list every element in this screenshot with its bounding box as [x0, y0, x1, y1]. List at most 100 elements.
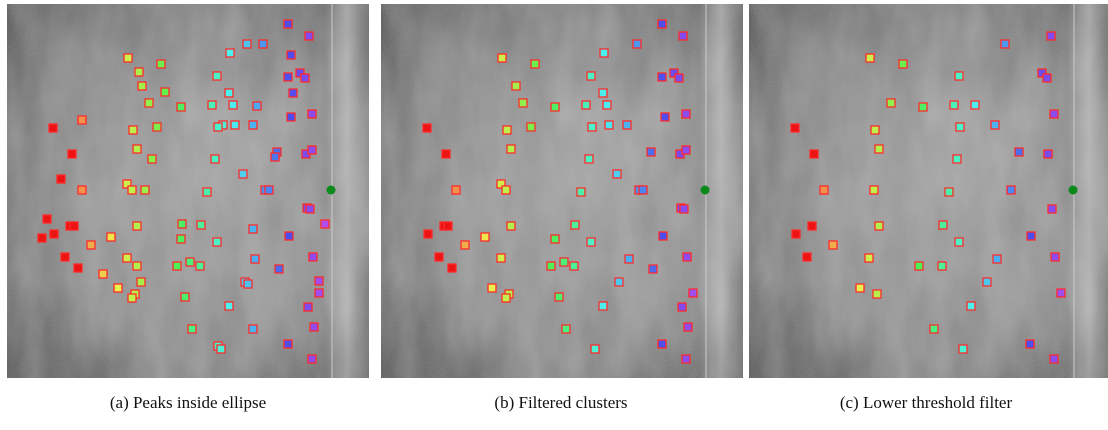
peak-marker: [585, 155, 593, 163]
peak-marker: [128, 186, 136, 194]
peak-marker: [284, 340, 292, 348]
peak-marker: [310, 323, 318, 331]
peak-marker: [157, 60, 165, 68]
peak-marker: [625, 255, 633, 263]
peak-marker: [308, 355, 316, 363]
peak-marker: [271, 153, 279, 161]
peak-marker: [678, 303, 686, 311]
peak-marker: [289, 89, 297, 97]
peak-marker: [591, 345, 599, 353]
peak-marker: [871, 126, 879, 134]
peak-marker: [1050, 355, 1058, 363]
peak-marker: [213, 238, 221, 246]
peak-marker: [305, 32, 313, 40]
peak-marker: [527, 123, 535, 131]
peak-marker: [507, 222, 515, 230]
peak-marker: [1048, 205, 1056, 213]
center-marker: [1069, 186, 1078, 195]
peak-marker: [959, 345, 967, 353]
peak-marker: [444, 222, 452, 230]
peak-marker: [512, 82, 520, 90]
peak-marker: [57, 175, 65, 183]
peak-marker: [1007, 186, 1015, 194]
peak-marker: [803, 253, 811, 261]
caption: (b) Filtered clusters: [494, 393, 627, 412]
peak-marker: [107, 233, 115, 241]
peak-marker: [791, 124, 799, 132]
peak-marker: [875, 145, 883, 153]
peak-marker: [249, 225, 257, 233]
peak-marker: [1050, 110, 1058, 118]
peak-marker: [488, 284, 496, 292]
peak-marker: [114, 284, 122, 292]
peak-marker: [588, 123, 596, 131]
peak-marker: [78, 186, 86, 194]
peak-marker: [560, 258, 568, 266]
peak-marker: [50, 230, 58, 238]
peak-marker: [265, 186, 273, 194]
peak-marker: [249, 121, 257, 129]
peak-marker: [873, 290, 881, 298]
peak-marker: [124, 54, 132, 62]
peak-marker: [639, 186, 647, 194]
peak-marker: [792, 230, 800, 238]
peak-marker: [129, 126, 137, 134]
peak-marker: [615, 278, 623, 286]
peak-marker: [68, 150, 76, 158]
peak-marker: [315, 277, 323, 285]
peak-marker: [991, 121, 999, 129]
peak-marker: [243, 40, 251, 48]
image-noise: [7, 4, 369, 378]
image-panel: [749, 4, 1108, 378]
peak-marker: [551, 103, 559, 111]
peak-marker: [321, 220, 329, 228]
peak-marker: [953, 155, 961, 163]
peak-marker: [231, 121, 239, 129]
peak-marker: [498, 54, 506, 62]
peak-marker: [259, 40, 267, 48]
peak-marker: [808, 222, 816, 230]
peak-marker: [251, 255, 259, 263]
peak-marker: [659, 232, 667, 240]
peak-marker: [661, 113, 669, 121]
peak-marker: [945, 188, 953, 196]
peak-marker: [253, 102, 261, 110]
peak-marker: [555, 293, 563, 301]
caption: (c) Lower threshold filter: [840, 393, 1013, 412]
peak-marker: [424, 230, 432, 238]
peak-marker: [856, 284, 864, 292]
peak-marker: [551, 235, 559, 243]
peak-marker: [605, 121, 613, 129]
peak-marker: [983, 278, 991, 286]
peak-marker: [208, 101, 216, 109]
peak-marker: [87, 241, 95, 249]
peak-marker: [683, 253, 691, 261]
peak-marker: [682, 110, 690, 118]
peak-marker: [78, 116, 86, 124]
peak-marker: [939, 221, 947, 229]
peak-marker: [613, 170, 621, 178]
peak-marker: [866, 54, 874, 62]
peak-marker: [1001, 40, 1009, 48]
peak-marker: [135, 68, 143, 76]
peak-marker: [203, 188, 211, 196]
peak-marker: [99, 270, 107, 278]
peak-marker: [679, 32, 687, 40]
peak-marker: [138, 82, 146, 90]
peak-marker: [287, 113, 295, 121]
image-panel: [7, 4, 369, 378]
peak-marker: [196, 262, 204, 270]
image-panel: [381, 4, 743, 378]
peak-marker: [582, 101, 590, 109]
peak-marker: [133, 262, 141, 270]
peak-marker: [61, 253, 69, 261]
peak-marker: [899, 60, 907, 68]
peak-marker: [810, 150, 818, 158]
peak-marker: [956, 123, 964, 131]
peak-marker: [275, 265, 283, 273]
peak-marker: [680, 205, 688, 213]
peak-marker: [481, 233, 489, 241]
peak-marker: [547, 262, 555, 270]
peak-marker: [1026, 340, 1034, 348]
peak-marker: [531, 60, 539, 68]
